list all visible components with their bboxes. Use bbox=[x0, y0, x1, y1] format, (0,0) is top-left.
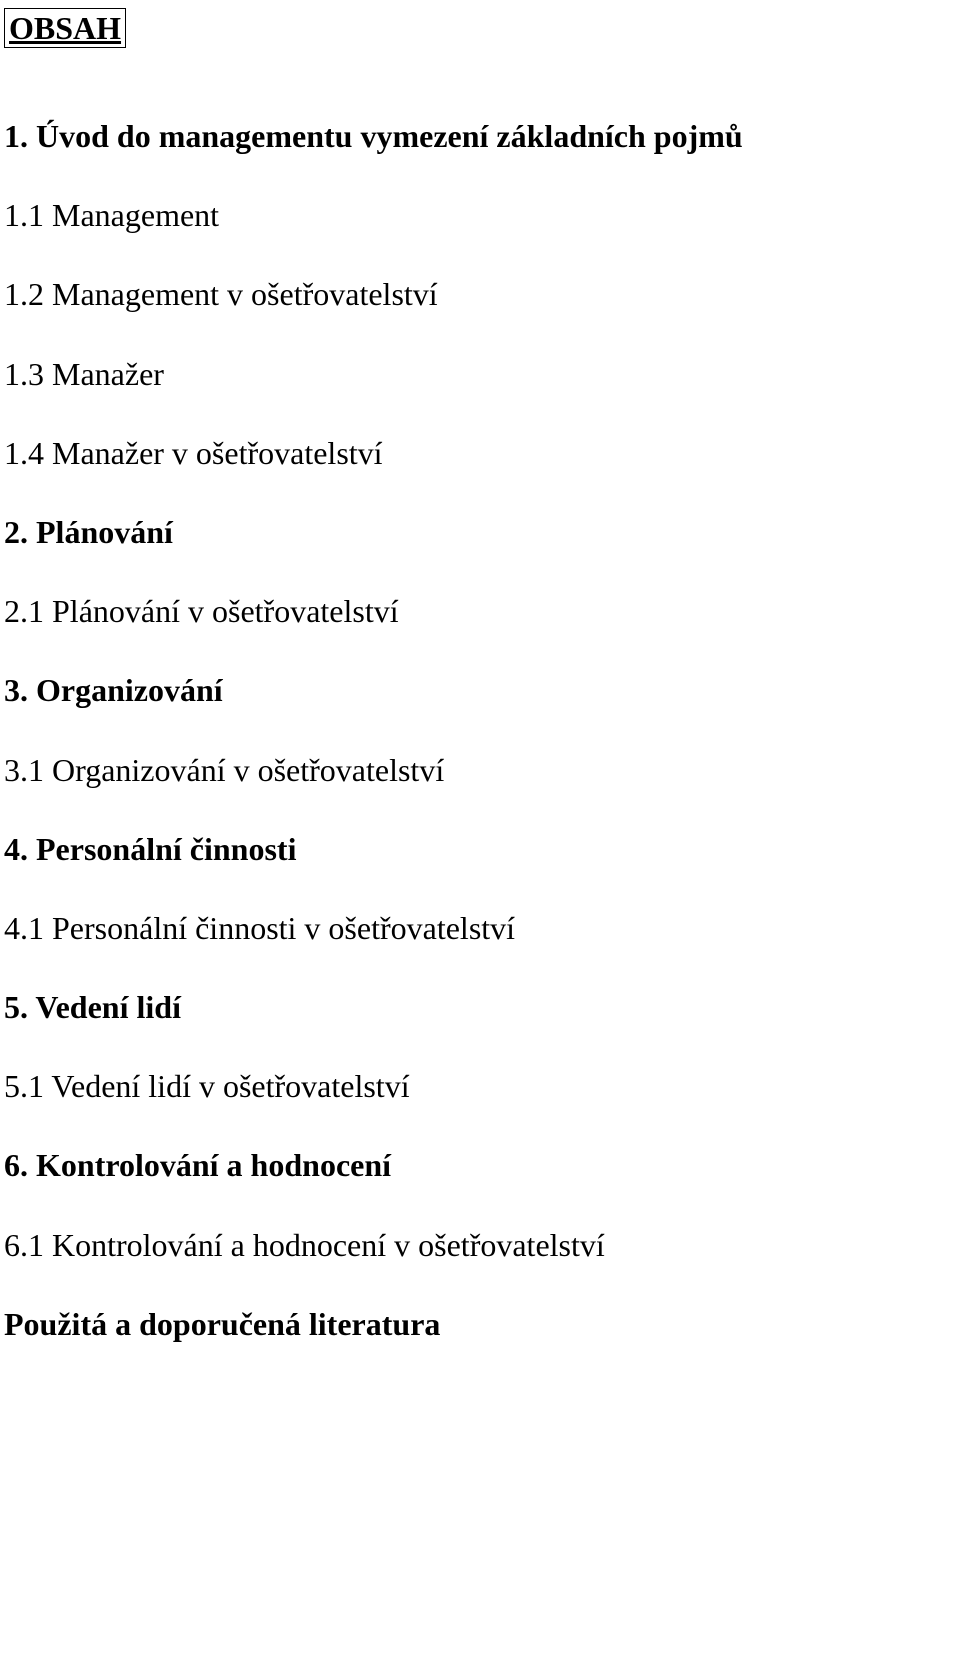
section-heading: 1. Úvod do managementu vymezení základní… bbox=[4, 115, 956, 158]
page-title: OBSAH bbox=[4, 8, 126, 48]
section-heading: 6. Kontrolování a hodnocení bbox=[4, 1144, 956, 1187]
section-heading: 2. Plánování bbox=[4, 511, 956, 554]
subsection-item: 1.3 Manažer bbox=[4, 353, 956, 396]
section-heading: 3. Organizování bbox=[4, 669, 956, 712]
footer-reference: Použitá a doporučená literatura bbox=[4, 1303, 956, 1346]
subsection-item: 2.1 Plánování v ošetřovatelství bbox=[4, 590, 956, 633]
subsection-item: 3.1 Organizování v ošetřovatelství bbox=[4, 749, 956, 792]
subsection-item: 6.1 Kontrolování a hodnocení v ošetřovat… bbox=[4, 1224, 956, 1267]
subsection-item: 1.2 Management v ošetřovatelství bbox=[4, 273, 956, 316]
section-heading: 5. Vedení lidí bbox=[4, 986, 956, 1029]
subsection-item: 5.1 Vedení lidí v ošetřovatelství bbox=[4, 1065, 956, 1108]
subsection-item: 1.1 Management bbox=[4, 194, 956, 237]
section-heading: 4. Personální činnosti bbox=[4, 828, 956, 871]
subsection-item: 4.1 Personální činnosti v ošetřovatelstv… bbox=[4, 907, 956, 950]
table-of-contents: 1. Úvod do managementu vymezení základní… bbox=[4, 115, 956, 1346]
subsection-item: 1.4 Manažer v ošetřovatelství bbox=[4, 432, 956, 475]
